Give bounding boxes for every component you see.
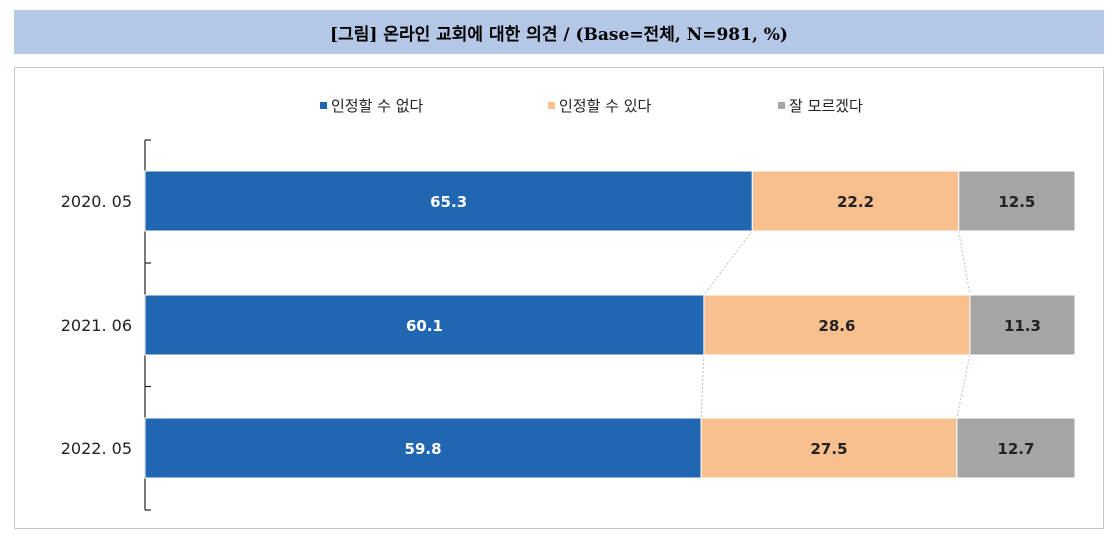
series-line-1-1 bbox=[703, 230, 753, 296]
bar-3-3 bbox=[956, 417, 1076, 479]
legend-label-2: 인정할 수 있다 bbox=[559, 97, 652, 115]
data-label-2-2: 28.6 bbox=[818, 317, 855, 335]
legend-label-3: 잘 모르겠다 bbox=[789, 97, 863, 115]
series-line-2-1 bbox=[700, 354, 705, 419]
bar-2-2 bbox=[703, 294, 971, 356]
bar-2-3 bbox=[969, 294, 1076, 356]
data-label-3-3: 12.7 bbox=[997, 440, 1034, 458]
chart-frame bbox=[14, 67, 1104, 529]
data-label-1-1: 65.3 bbox=[430, 193, 467, 211]
category-axis: 2020. 05 2021. 06 2022. 05 bbox=[61, 139, 151, 511]
category-label-1: 2020. 05 bbox=[61, 192, 132, 211]
bar-1-2 bbox=[751, 170, 960, 232]
legend-swatch-3 bbox=[778, 102, 785, 109]
chart-header: [그림] 온라인 교회에 대한 의견 / (Base=전체, N=981, %) bbox=[14, 10, 1104, 54]
data-label-2-1: 60.1 bbox=[406, 317, 443, 335]
data-label-3-1: 59.8 bbox=[405, 440, 442, 458]
bar-3-1 bbox=[144, 417, 702, 479]
category-label-2: 2021. 06 bbox=[61, 316, 132, 335]
series-lines bbox=[700, 230, 971, 419]
legend-swatch-2 bbox=[548, 102, 555, 109]
chart-legend: 인정할 수 없다 인정할 수 있다 잘 모르겠다 bbox=[320, 97, 863, 115]
series-line-2-2 bbox=[956, 354, 971, 419]
legend-label-1: 인정할 수 없다 bbox=[331, 97, 424, 115]
data-label-2-3: 11.3 bbox=[1004, 317, 1041, 335]
bars bbox=[144, 170, 1076, 479]
bar-1-1 bbox=[144, 170, 753, 232]
series-line-1-2 bbox=[958, 230, 971, 296]
data-label-1-2: 22.2 bbox=[837, 193, 874, 211]
chart-title: [그림] 온라인 교회에 대한 의견 / (Base=전체, N=981, %) bbox=[330, 24, 788, 45]
bar-2-1 bbox=[144, 294, 705, 356]
category-label-3: 2022. 05 bbox=[61, 439, 132, 458]
data-label-1-3: 12.5 bbox=[998, 193, 1035, 211]
data-label-3-2: 27.5 bbox=[811, 440, 848, 458]
legend-swatch-1 bbox=[320, 102, 327, 109]
bar-1-3 bbox=[958, 170, 1076, 232]
data-labels: 65.3 22.2 12.5 60.1 28.6 11.3 59.8 27.5 12.7 bbox=[405, 193, 1041, 458]
